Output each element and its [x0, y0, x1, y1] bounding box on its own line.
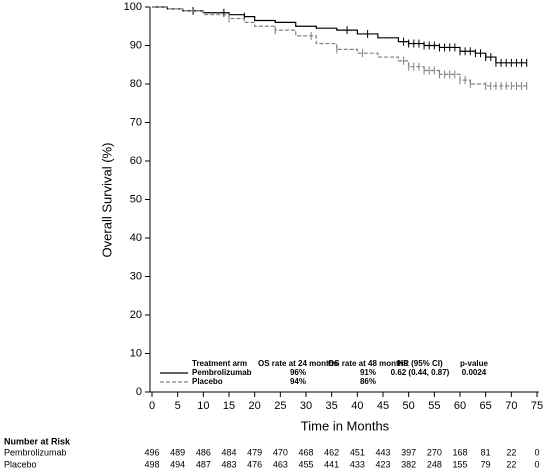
at-risk-count: 168: [452, 447, 467, 457]
at-risk-count: 479: [247, 447, 262, 457]
at-risk-count: 0: [534, 459, 539, 469]
at-risk-count: 489: [170, 447, 185, 457]
x-tick-label: 55: [428, 400, 440, 412]
legend-cell: 91%: [360, 368, 376, 377]
legend-header: OS rate at 48 months: [328, 359, 409, 368]
y-tick-label: 100: [124, 1, 142, 13]
legend-cell: 0.0024: [462, 368, 487, 377]
at-risk-count: 496: [144, 447, 159, 457]
at-risk-count: 484: [221, 447, 236, 457]
at-risk-count: 451: [350, 447, 365, 457]
y-tick-label: 70: [130, 116, 142, 128]
y-tick-label: 10: [130, 347, 142, 359]
y-tick-label: 0: [136, 386, 142, 398]
legend-header: OS rate at 24 months: [258, 359, 339, 368]
x-tick-label: 45: [377, 400, 389, 412]
at-risk-count: 494: [170, 459, 185, 469]
x-tick-label: 10: [197, 400, 209, 412]
at-risk-count: 468: [298, 447, 313, 457]
at-risk-count: 0: [534, 447, 539, 457]
x-tick-label: 75: [531, 400, 543, 412]
at-risk-count: 443: [375, 447, 390, 457]
legend-cell: 86%: [360, 377, 376, 386]
at-risk-count: 248: [427, 459, 442, 469]
at-risk-count: 397: [401, 447, 416, 457]
at-risk-count: 463: [273, 459, 288, 469]
at-risk-name: Pembrolizumab: [4, 447, 67, 457]
at-risk-count: 22: [506, 447, 516, 457]
y-tick-label: 90: [130, 39, 142, 51]
x-axis-label: Time in Months: [301, 418, 390, 433]
y-tick-label: 80: [130, 78, 142, 90]
at-risk-count: 455: [298, 459, 313, 469]
x-tick-label: 50: [403, 400, 415, 412]
x-tick-label: 60: [454, 400, 466, 412]
at-risk-count: 423: [375, 459, 390, 469]
y-tick-label: 30: [130, 270, 142, 282]
at-risk-count: 462: [324, 447, 339, 457]
x-tick-label: 15: [223, 400, 235, 412]
y-tick-label: 60: [130, 155, 142, 167]
at-risk-count: 382: [401, 459, 416, 469]
at-risk-count: 498: [144, 459, 159, 469]
x-tick-label: 5: [175, 400, 181, 412]
at-risk-count: 470: [273, 447, 288, 457]
at-risk-count: 270: [427, 447, 442, 457]
x-tick-label: 70: [505, 400, 517, 412]
at-risk-count: 22: [506, 459, 516, 469]
at-risk-title: Number at Risk: [4, 436, 71, 446]
x-tick-label: 20: [249, 400, 261, 412]
legend-cell: Placebo: [192, 377, 223, 386]
x-tick-label: 30: [300, 400, 312, 412]
legend-cell: Pembrolizumab: [192, 368, 252, 377]
x-tick-label: 65: [480, 400, 492, 412]
survival-curve: [152, 6, 527, 87]
at-risk-count: 433: [350, 459, 365, 469]
y-axis-label: Overall Survival (%): [99, 143, 114, 258]
x-tick-label: 35: [326, 400, 338, 412]
at-risk-count: 79: [481, 459, 491, 469]
at-risk-name: Placebo: [4, 459, 37, 469]
x-tick-label: 40: [351, 400, 363, 412]
x-tick-label: 0: [149, 400, 155, 412]
at-risk-count: 441: [324, 459, 339, 469]
x-tick-label: 25: [274, 400, 286, 412]
at-risk-count: 81: [481, 447, 491, 457]
y-tick-label: 40: [130, 232, 142, 244]
y-tick-label: 50: [130, 193, 142, 205]
legend-header: p-value: [460, 359, 489, 368]
at-risk-count: 487: [196, 459, 211, 469]
at-risk-count: 483: [221, 459, 236, 469]
y-tick-label: 20: [130, 309, 142, 321]
at-risk-count: 486: [196, 447, 211, 457]
legend-header: HR (95% CI): [397, 359, 443, 368]
legend-cell: 0.62 (0.44, 0.87): [391, 368, 450, 377]
legend-cell: 96%: [290, 368, 306, 377]
legend-header: Treatment arm: [192, 359, 247, 368]
at-risk-count: 476: [247, 459, 262, 469]
at-risk-count: 155: [452, 459, 467, 469]
legend-cell: 94%: [290, 377, 306, 386]
